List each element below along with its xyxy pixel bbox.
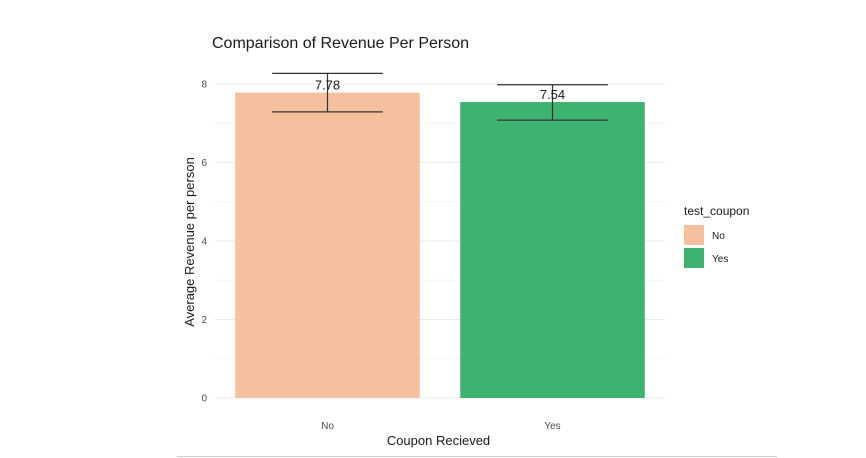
y-tick-label: 6 [201,158,207,169]
legend-title: test_coupon [684,204,749,218]
legend-swatch-no [684,225,704,245]
y-tick-label: 8 [201,80,207,91]
chart-title: Comparison of Revenue Per Person [212,35,469,52]
error-bars [272,72,608,121]
bar-no [235,92,420,398]
y-axis-title: Average Revenue per person [182,157,197,327]
x-axis-ticks: No Yes [321,421,561,432]
legend-swatch-yes [684,248,704,268]
bars [235,92,645,399]
y-tick-label: 0 [201,394,207,405]
data-label: 7.54 [540,87,565,102]
legend-label: No [712,231,725,242]
data-label: 7.78 [315,78,340,93]
bottom-divider [177,456,777,457]
x-axis-title: Coupon Recieved [387,433,490,448]
y-tick-label: 2 [201,315,207,326]
bar-yes [460,102,645,399]
y-axis-ticks: 0 2 4 6 8 [201,80,207,405]
x-tick-label: Yes [544,421,560,432]
data-labels: 7.78 7.54 [315,78,565,102]
legend-label: Yes [712,254,728,265]
legend: test_coupon No Yes [684,204,749,268]
x-tick-label: No [321,421,334,432]
y-tick-label: 4 [201,237,207,248]
